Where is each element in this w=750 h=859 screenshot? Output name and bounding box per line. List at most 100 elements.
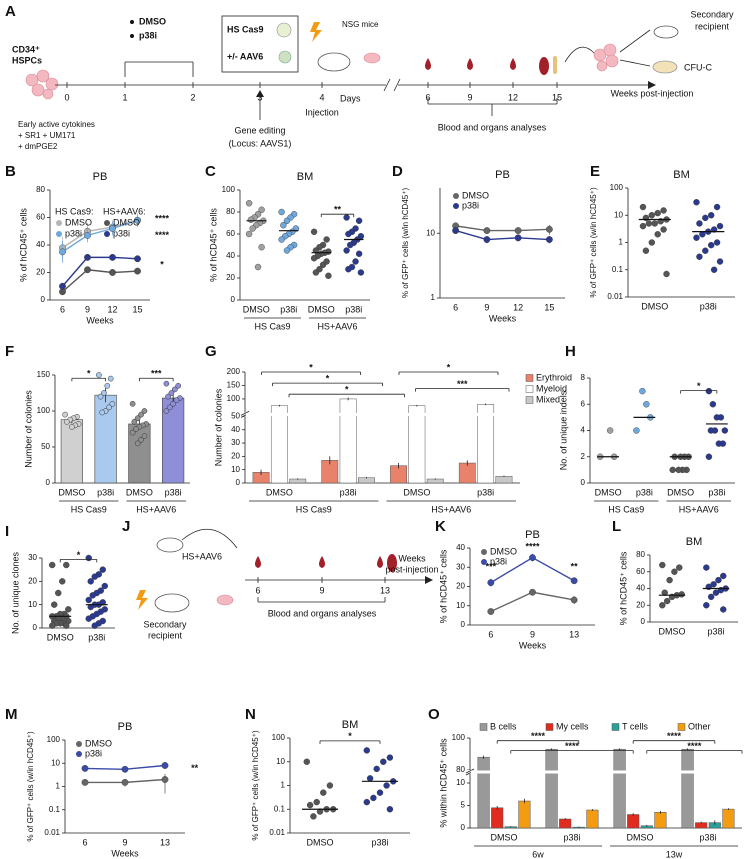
y-tick-label: 100 bbox=[610, 183, 624, 192]
point bbox=[59, 248, 66, 256]
point bbox=[669, 466, 676, 474]
chart-title: BM bbox=[297, 171, 314, 183]
editing-box bbox=[221, 15, 299, 73]
y-tick-label: 0 bbox=[33, 623, 38, 632]
y-tick-label: 50 bbox=[231, 412, 240, 421]
x-tick-label: DMSO bbox=[627, 832, 654, 842]
point bbox=[712, 589, 720, 596]
point bbox=[663, 597, 671, 605]
arrowhead bbox=[648, 81, 656, 89]
point bbox=[319, 261, 327, 268]
y-tick-label: 80 bbox=[226, 207, 235, 216]
y-tick-label: 30 bbox=[28, 553, 37, 562]
cells-icon bbox=[593, 43, 619, 72]
x-tick-label: 12 bbox=[513, 302, 523, 312]
point bbox=[131, 418, 138, 425]
x-tick-label: p38i bbox=[340, 487, 357, 497]
x-tick-label: p38i bbox=[708, 487, 725, 497]
cells-label: HSPCs bbox=[12, 55, 42, 65]
point bbox=[721, 427, 729, 434]
x-tick-label: DMSO bbox=[595, 487, 622, 497]
significance: ** bbox=[334, 205, 342, 215]
point bbox=[63, 418, 70, 425]
x-tick-label: p38i bbox=[97, 487, 114, 497]
x-tick-label: p38i bbox=[699, 832, 716, 842]
y-tick-label: 10 bbox=[28, 600, 37, 609]
point bbox=[129, 400, 136, 407]
syringe-icon bbox=[363, 52, 381, 64]
y-tick-label: 0.01 bbox=[44, 828, 60, 837]
y-tick-label: 40 bbox=[636, 584, 645, 593]
mouse-icon bbox=[154, 593, 190, 613]
x-tick-label: DMSO bbox=[58, 487, 85, 497]
editing-label: HS Cas9 bbox=[227, 24, 264, 34]
bone-icon bbox=[553, 56, 557, 74]
y-tick-label: 1 bbox=[56, 782, 61, 791]
group-label: HS+AAV6 bbox=[317, 321, 357, 331]
x-tick-label: p38i bbox=[345, 304, 362, 314]
panel-letter: A bbox=[5, 3, 16, 20]
x-tick-label: DMSO bbox=[308, 304, 335, 314]
chart-title: BM bbox=[342, 719, 359, 731]
legend-marker bbox=[677, 723, 686, 731]
point bbox=[81, 779, 89, 786]
point bbox=[310, 228, 318, 236]
chart-title: PB bbox=[118, 721, 133, 733]
line bbox=[455, 229, 550, 241]
point bbox=[639, 387, 646, 395]
cells-label: CD34⁺ bbox=[12, 44, 40, 54]
legend-title: HS Cas9: bbox=[55, 206, 94, 216]
treatment: p38i bbox=[139, 30, 157, 40]
y-axis-label: Number of colonies bbox=[23, 390, 33, 468]
panel-letter: K bbox=[435, 518, 446, 535]
x-tick-label: p38i bbox=[371, 837, 388, 847]
significance: **** bbox=[525, 541, 540, 551]
y-tick-label: 30 bbox=[456, 562, 465, 571]
point bbox=[101, 390, 107, 396]
y-tick-label: 4 bbox=[581, 426, 586, 435]
legend-marker bbox=[525, 374, 534, 382]
timeline-label: 3 bbox=[257, 92, 262, 102]
group-label: HS+AAV6 bbox=[136, 504, 176, 514]
cytokine-text: + dmPGE2 bbox=[18, 142, 58, 151]
point bbox=[109, 253, 116, 261]
point bbox=[675, 466, 682, 474]
x-tick-label: 6 bbox=[60, 304, 65, 314]
point bbox=[366, 775, 374, 782]
bar bbox=[358, 477, 375, 484]
y-tick-label: 1 bbox=[281, 781, 286, 790]
point bbox=[134, 216, 141, 224]
point bbox=[705, 387, 713, 395]
y-tick-label: 10 bbox=[276, 757, 285, 766]
chart-title: BM bbox=[673, 169, 690, 181]
point bbox=[346, 241, 354, 249]
point bbox=[134, 415, 141, 422]
x-tick-label: DMSO bbox=[659, 626, 686, 636]
x-tick-label: 6 bbox=[453, 302, 458, 312]
legend-marker bbox=[76, 741, 82, 747]
legend-label: DMSO bbox=[85, 738, 112, 748]
y-tick-label: 0 bbox=[41, 295, 46, 304]
point bbox=[51, 601, 58, 608]
y-tick-label: 8 bbox=[581, 373, 586, 382]
y-tick-label: 100 bbox=[222, 185, 236, 194]
point bbox=[49, 622, 56, 629]
plot-break bbox=[246, 412, 521, 416]
bar bbox=[477, 756, 490, 829]
y-tick-label: 0 bbox=[461, 620, 466, 629]
cytokine-text: + SR1 + UM171 bbox=[18, 131, 76, 140]
point bbox=[163, 380, 170, 387]
syringe-icon bbox=[216, 594, 234, 606]
break-mark bbox=[393, 78, 401, 92]
point bbox=[325, 272, 332, 279]
analyses-label: Blood and organs analyses bbox=[438, 122, 547, 132]
point bbox=[283, 247, 291, 254]
point bbox=[693, 199, 700, 206]
point bbox=[383, 782, 390, 789]
point bbox=[707, 427, 715, 434]
x-tick-label: 12 bbox=[107, 304, 117, 314]
point bbox=[138, 411, 144, 418]
bar bbox=[408, 405, 426, 484]
significance: * bbox=[326, 373, 330, 383]
icon bbox=[276, 22, 292, 38]
